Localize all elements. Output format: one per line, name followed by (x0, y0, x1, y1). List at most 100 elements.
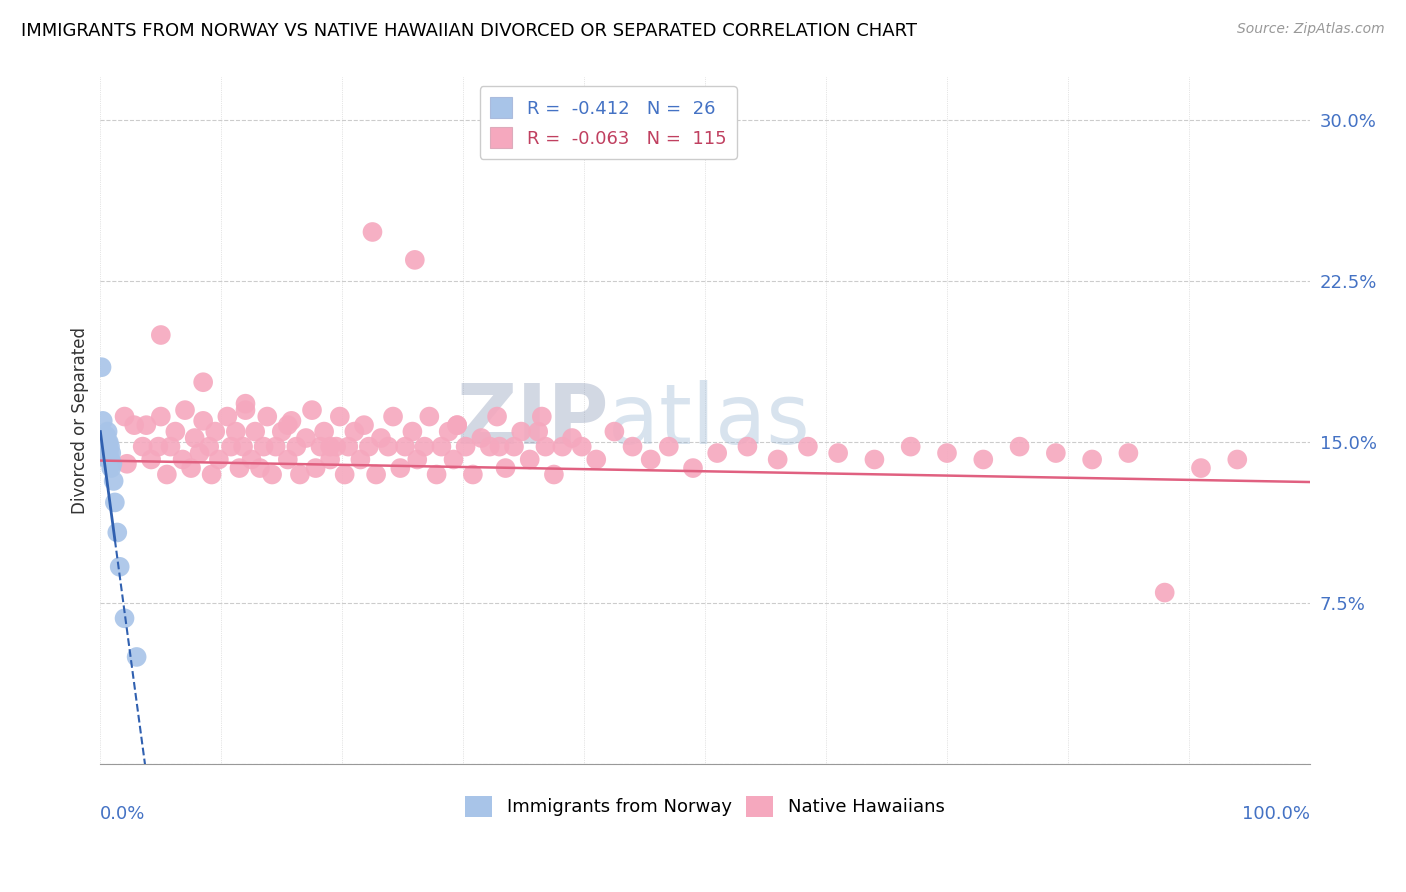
Point (97, 425, 120, 439)
Point (325, 440, 347, 454)
Legend: R =  -0.412   N =  26, R =  -0.063   N =  115: R = -0.412 N = 26, R = -0.063 N = 115 (479, 87, 737, 159)
Point (309, 440, 332, 454)
Point (122, 418, 145, 433)
Point (94, 429, 117, 443)
Point (470, 431, 492, 445)
Point (349, 452, 371, 467)
Point (329, 409, 352, 424)
Point (93, 431, 115, 445)
Point (530, 409, 553, 424)
Point (510, 425, 533, 439)
Point (135, 418, 157, 433)
Point (114, 611, 136, 625)
Point (191, 414, 214, 428)
Point (401, 425, 423, 439)
Point (100, 446, 122, 460)
Point (706, 446, 728, 460)
Point (149, 409, 172, 424)
Point (621, 440, 644, 454)
Point (1081, 452, 1104, 467)
Point (377, 440, 399, 454)
Point (172, 452, 194, 467)
Point (343, 425, 366, 439)
Point (366, 467, 388, 482)
Point (217, 409, 239, 424)
Point (561, 431, 583, 445)
Point (96, 450, 118, 465)
Point (131, 440, 153, 454)
Point (357, 440, 380, 454)
Point (270, 425, 292, 439)
Point (280, 414, 302, 428)
Point (426, 467, 449, 482)
Point (91, 446, 114, 460)
Point (333, 467, 356, 482)
Point (314, 425, 336, 439)
Y-axis label: Divorced or Separated: Divorced or Separated (72, 327, 89, 515)
Point (98, 440, 121, 454)
Point (228, 461, 250, 475)
Point (204, 425, 226, 439)
Point (288, 467, 311, 482)
Point (1189, 461, 1212, 475)
Point (454, 440, 477, 454)
Point (183, 431, 205, 445)
Point (827, 446, 849, 460)
Point (337, 440, 360, 454)
Point (1118, 446, 1140, 460)
Point (180, 461, 202, 475)
Point (737, 440, 759, 454)
Point (256, 409, 278, 424)
Point (486, 409, 509, 424)
Point (198, 440, 221, 454)
Point (243, 425, 266, 439)
Point (640, 452, 662, 467)
Point (295, 431, 318, 445)
Point (413, 440, 436, 454)
Text: Source: ZipAtlas.com: Source: ZipAtlas.com (1237, 22, 1385, 37)
Point (201, 467, 224, 482)
Text: ZIP: ZIP (456, 380, 609, 461)
Point (488, 440, 510, 454)
Point (240, 452, 263, 467)
Point (100, 461, 122, 475)
Point (585, 452, 607, 467)
Text: 100.0%: 100.0% (1241, 805, 1310, 823)
Point (97, 446, 120, 460)
Point (103, 474, 125, 488)
Point (319, 440, 342, 454)
Point (232, 440, 254, 454)
Point (94, 440, 117, 454)
Point (503, 440, 526, 454)
Point (304, 461, 326, 475)
Point (682, 461, 704, 475)
Point (461, 467, 484, 482)
Point (97, 446, 120, 460)
Point (527, 425, 550, 439)
Point (125, 649, 148, 664)
Point (443, 452, 465, 467)
Point (156, 467, 179, 482)
Point (766, 452, 789, 467)
Point (406, 452, 429, 467)
Point (148, 440, 170, 454)
Point (1226, 452, 1249, 467)
Point (382, 409, 405, 424)
Point (219, 440, 242, 454)
Point (159, 440, 181, 454)
Point (394, 440, 416, 454)
Point (264, 440, 287, 454)
Point (1045, 446, 1067, 460)
Point (225, 425, 247, 439)
Point (174, 403, 197, 417)
Text: IMMIGRANTS FROM NORWAY VS NATIVE HAWAIIAN DIVORCED OR SEPARATED CORRELATION CHAR: IMMIGRANTS FROM NORWAY VS NATIVE HAWAIIA… (21, 22, 917, 40)
Point (936, 446, 959, 460)
Point (1153, 585, 1175, 599)
Point (105, 525, 128, 540)
Point (361, 225, 384, 239)
Point (208, 452, 231, 467)
Point (534, 440, 557, 454)
Point (658, 440, 681, 454)
Point (115, 457, 138, 471)
Point (495, 461, 517, 475)
